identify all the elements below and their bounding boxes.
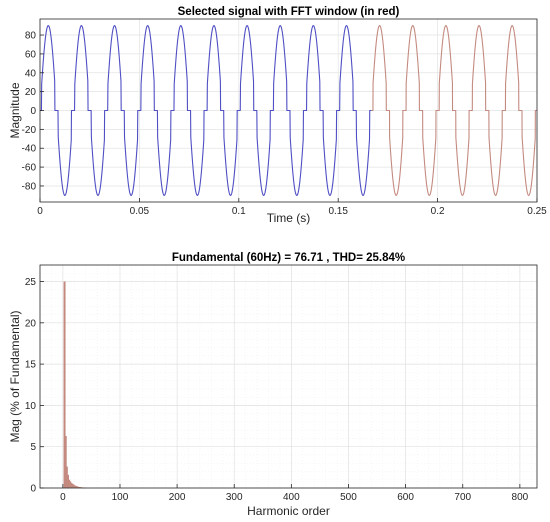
fft-bar [66,474,69,488]
fft-y-tick-label: 5 [30,442,36,453]
signal-x-tick-label: 0 [37,206,43,217]
fft-bar [79,487,82,488]
signal-x-tick-label: 0.15 [328,206,348,217]
fft-plot: 0 100 200 300 400 500 600 700 800 0 5 10 15 20 25 Fund… [8,252,538,518]
fft-bar [74,485,77,488]
fft-bar [72,484,75,488]
fft-y-tick-label: 25 [25,277,37,288]
fft-x-tick-label: 800 [512,492,529,503]
signal-y-tick-label: 20 [25,87,37,98]
signal-y-tick-label: -20 [22,125,37,136]
fft-bar [78,487,81,488]
signal-y-tick-label: 40 [25,68,37,79]
signal-plot: 0 0.05 0.1 0.15 0.2 0.25 80 60 40 20 0 -20 -40 -60 -80… [8,6,547,225]
fft-grid [39,265,537,489]
signal-ticks: 0 0.05 0.1 0.15 0.2 0.25 80 60 40 20 0 -20 -40 -60 -80 [22,31,548,217]
fft-x-tick-label: 600 [397,492,414,503]
signal-y-tick-label: 80 [25,31,37,42]
signal-y-tick-label: -80 [22,181,37,192]
signal-x-tick-label: 0.05 [130,206,150,217]
signal-xlabel: Time (s) [267,211,311,225]
fft-bar [69,481,72,488]
fft-bar [64,435,67,488]
fft-plot-area [40,265,537,488]
fft-plot-frame [39,264,538,489]
fft-bar [63,281,66,488]
fft-title: Fundamental (60Hz) = 76.71 , THD= 25.84% [172,252,405,264]
fft-x-tick-label: 500 [340,492,357,503]
fft-x-tick-label: 100 [112,492,129,503]
fft-y-tick-label: 10 [25,401,37,412]
fft-bar [71,483,74,488]
signal-series-line-1 [370,25,538,196]
signal-y-tick-label: -40 [22,144,37,155]
signal-x-tick-label: 0.2 [431,206,445,217]
fft-ylabel: Mag (% of Fundamental) [8,310,22,442]
fft-bar [77,486,80,488]
fft-x-tick-label: 400 [283,492,300,503]
signal-y-tick-label: 0 [30,106,36,117]
signal-title: Selected signal with FFT window (in red) [178,6,400,18]
fft-x-tick-label: 200 [169,492,186,503]
fft-y-tick-label: 0 [30,484,36,495]
fft-bar [65,466,68,488]
fft-bar [68,479,71,488]
signal-x-tick-label: 0.1 [232,206,246,217]
signal-lines [39,25,538,196]
signal-y-tick-label: 60 [25,49,37,60]
signal-x-tick-label: 0.25 [527,206,547,217]
fft-y-tick-label: 15 [25,360,37,371]
signal-y-tick-label: -60 [22,163,37,174]
fft-x-tick-label: 0 [60,492,66,503]
fft-bar [73,485,76,488]
signal-series-line-0 [39,25,372,196]
fft-x-tick-label: 700 [454,492,471,503]
fft-ticks: 0 100 200 300 400 500 600 700 800 0 5 10 15 20 25 [25,277,529,503]
fft-bar [70,483,73,488]
fft-y-tick-label: 20 [25,318,37,329]
fft-xlabel: Harmonic order [247,504,330,518]
fft-x-tick-label: 300 [226,492,243,503]
fft-bar [76,486,79,488]
signal-ylabel: Magnitude [8,82,22,138]
